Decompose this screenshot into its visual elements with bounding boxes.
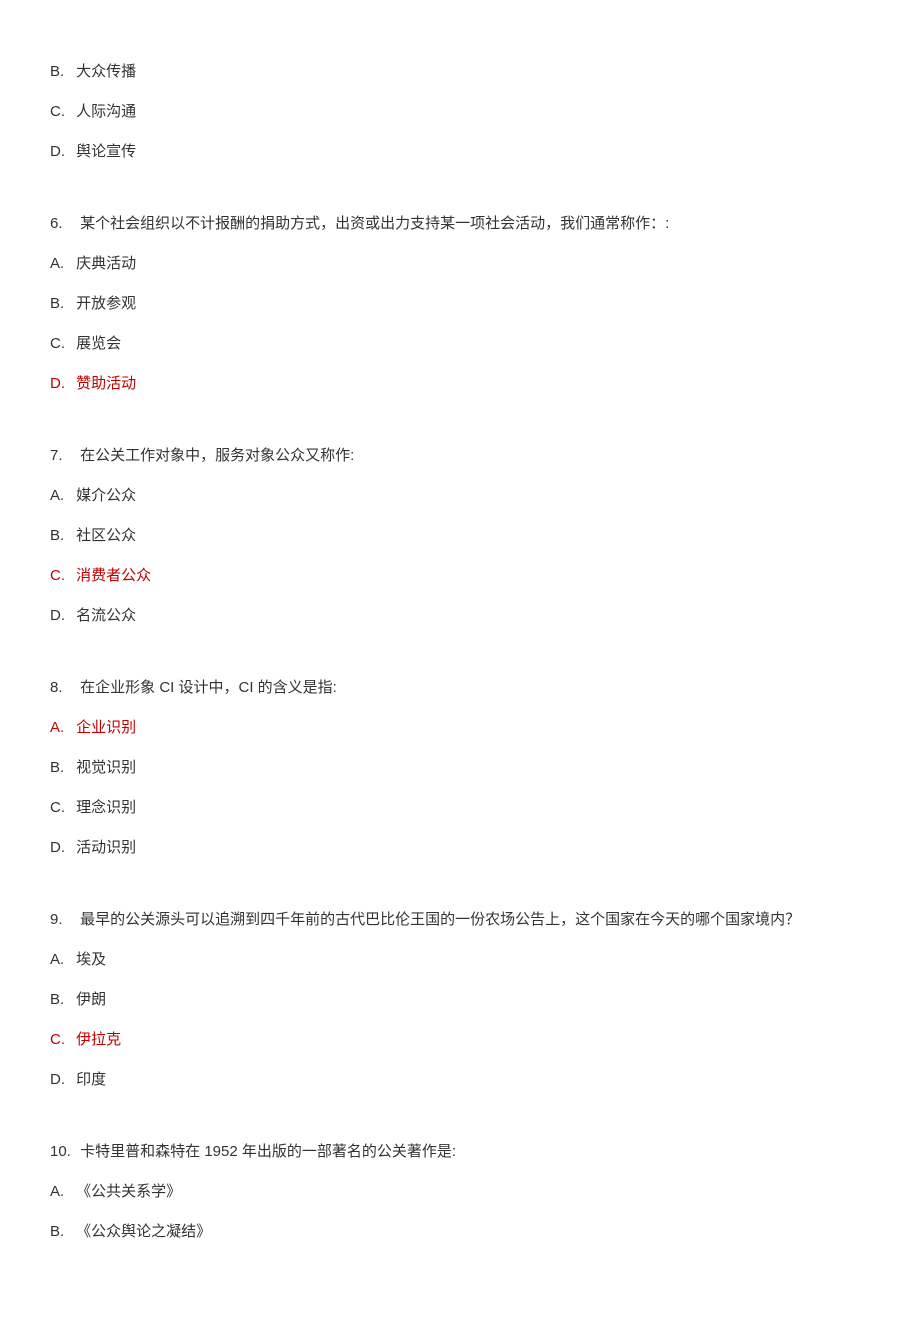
option-row: B. 大众传播 bbox=[50, 60, 870, 84]
option-text: 开放参观 bbox=[76, 295, 136, 312]
option-text: 活动识别 bbox=[76, 839, 136, 856]
option-row: D. 舆论宣传 bbox=[50, 140, 870, 164]
option-letter: D. bbox=[50, 372, 72, 396]
option-text: 展览会 bbox=[76, 335, 121, 352]
option-text: 赞助活动 bbox=[76, 375, 136, 392]
option-text: 《公众舆论之凝结》 bbox=[76, 1223, 211, 1240]
option-row: A. 埃及 bbox=[50, 948, 870, 972]
option-text: 名流公众 bbox=[76, 607, 136, 624]
option-letter: B. bbox=[50, 60, 72, 84]
option-row-correct: A. 企业识别 bbox=[50, 716, 870, 740]
option-text: 企业识别 bbox=[76, 719, 136, 736]
option-row: D. 名流公众 bbox=[50, 604, 870, 628]
option-letter: C. bbox=[50, 564, 72, 588]
question-number: 10. bbox=[50, 1140, 76, 1164]
option-text: 消费者公众 bbox=[76, 567, 151, 584]
option-text: 视觉识别 bbox=[76, 759, 136, 776]
question-text: 最早的公关源头可以追溯到四千年前的古代巴比伦王国的一份农场公告上，这个国家在今天… bbox=[80, 911, 800, 928]
question-text: 在公关工作对象中，服务对象公众又称作: bbox=[80, 447, 354, 464]
option-row: B. 《公众舆论之凝结》 bbox=[50, 1220, 870, 1244]
question-number: 6. bbox=[50, 212, 76, 236]
option-text: 庆典活动 bbox=[76, 255, 136, 272]
option-letter: A. bbox=[50, 716, 72, 740]
question-row: 7. 在公关工作对象中，服务对象公众又称作: bbox=[50, 444, 870, 468]
option-row: C. 展览会 bbox=[50, 332, 870, 356]
option-text: 舆论宣传 bbox=[76, 143, 136, 160]
option-letter: C. bbox=[50, 332, 72, 356]
option-text: 伊朗 bbox=[76, 991, 106, 1008]
option-text: 伊拉克 bbox=[76, 1031, 121, 1048]
option-text: 人际沟通 bbox=[76, 103, 136, 120]
option-row-correct: D. 赞助活动 bbox=[50, 372, 870, 396]
option-letter: A. bbox=[50, 252, 72, 276]
question-row: 10. 卡特里普和森特在 1952 年出版的一部著名的公关著作是: bbox=[50, 1140, 870, 1164]
option-row: D. 印度 bbox=[50, 1068, 870, 1092]
question-text: 某个社会组织以不计报酬的捐助方式，出资或出力支持某一项社会活动，我们通常称作：: bbox=[80, 215, 669, 232]
option-letter: C. bbox=[50, 100, 72, 124]
option-row: A. 庆典活动 bbox=[50, 252, 870, 276]
question-number: 9. bbox=[50, 908, 76, 932]
option-row: A. 《公共关系学》 bbox=[50, 1180, 870, 1204]
option-row: B. 开放参观 bbox=[50, 292, 870, 316]
option-row: A. 媒介公众 bbox=[50, 484, 870, 508]
question-row: 9. 最早的公关源头可以追溯到四千年前的古代巴比伦王国的一份农场公告上，这个国家… bbox=[50, 908, 870, 932]
option-row: B. 视觉识别 bbox=[50, 756, 870, 780]
option-text: 印度 bbox=[76, 1071, 106, 1088]
option-row-correct: C. 伊拉克 bbox=[50, 1028, 870, 1052]
question-number: 8. bbox=[50, 676, 76, 700]
option-row: C. 理念识别 bbox=[50, 796, 870, 820]
option-letter: B. bbox=[50, 1220, 72, 1244]
option-text: 埃及 bbox=[76, 951, 106, 968]
option-letter: D. bbox=[50, 604, 72, 628]
option-letter: B. bbox=[50, 524, 72, 548]
option-letter: A. bbox=[50, 1180, 72, 1204]
option-text: 《公共关系学》 bbox=[76, 1183, 181, 1200]
option-text: 社区公众 bbox=[76, 527, 136, 544]
question-number: 7. bbox=[50, 444, 76, 468]
question-row: 8. 在企业形象 CI 设计中，CI 的含义是指: bbox=[50, 676, 870, 700]
option-text: 大众传播 bbox=[76, 63, 136, 80]
question-text: 在企业形象 CI 设计中，CI 的含义是指: bbox=[80, 679, 337, 696]
option-row: B. 伊朗 bbox=[50, 988, 870, 1012]
option-text: 媒介公众 bbox=[76, 487, 136, 504]
option-row: D. 活动识别 bbox=[50, 836, 870, 860]
option-letter: B. bbox=[50, 988, 72, 1012]
option-row-correct: C. 消费者公众 bbox=[50, 564, 870, 588]
exam-content: B. 大众传播 C. 人际沟通 D. 舆论宣传 6. 某个社会组织以不计报酬的捐… bbox=[50, 60, 870, 1244]
option-letter: A. bbox=[50, 948, 72, 972]
option-letter: B. bbox=[50, 292, 72, 316]
option-text: 理念识别 bbox=[76, 799, 136, 816]
option-letter: D. bbox=[50, 1068, 72, 1092]
option-row: C. 人际沟通 bbox=[50, 100, 870, 124]
option-row: B. 社区公众 bbox=[50, 524, 870, 548]
question-text: 卡特里普和森特在 1952 年出版的一部著名的公关著作是: bbox=[80, 1143, 456, 1160]
option-letter: B. bbox=[50, 756, 72, 780]
option-letter: C. bbox=[50, 796, 72, 820]
question-row: 6. 某个社会组织以不计报酬的捐助方式，出资或出力支持某一项社会活动，我们通常称… bbox=[50, 212, 870, 236]
option-letter: D. bbox=[50, 836, 72, 860]
option-letter: A. bbox=[50, 484, 72, 508]
option-letter: D. bbox=[50, 140, 72, 164]
option-letter: C. bbox=[50, 1028, 72, 1052]
